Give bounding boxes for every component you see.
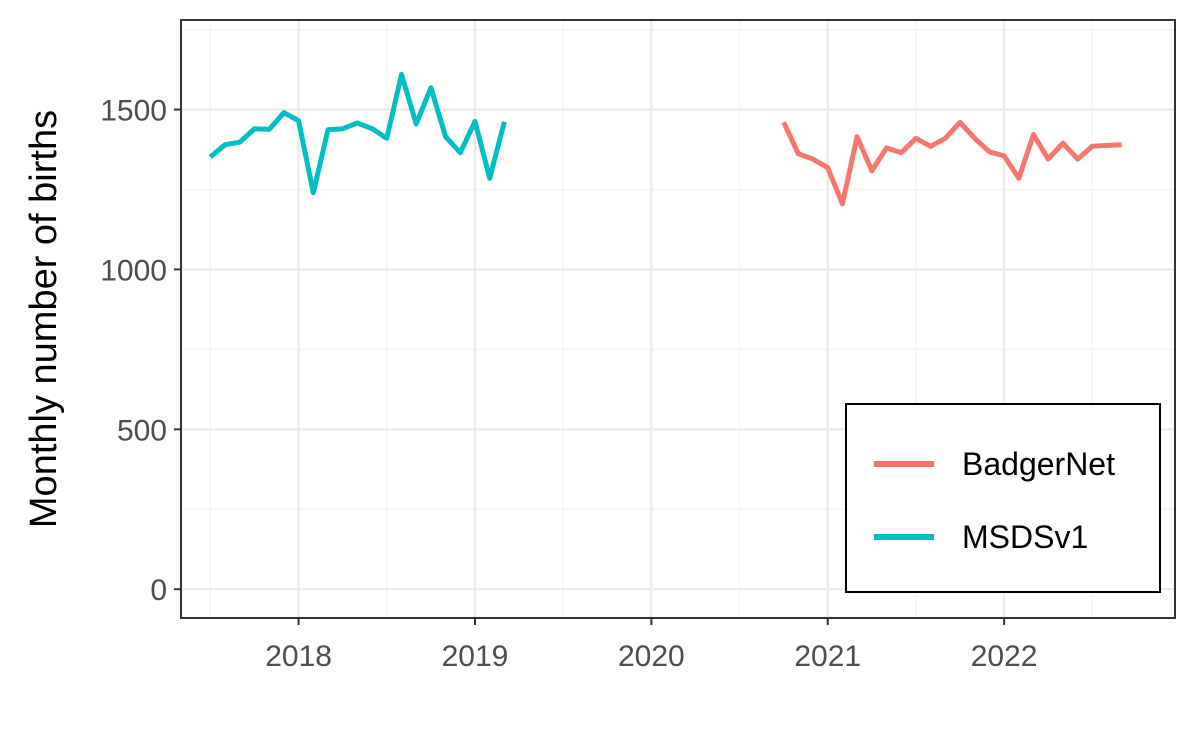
legend-label-badgernet: BadgerNet (962, 446, 1115, 482)
legend: BadgerNet MSDSv1 (845, 403, 1161, 593)
x-tick-label: 2022 (971, 640, 1038, 673)
y-tick-label: 0 (150, 574, 167, 607)
legend-label-msdsv1: MSDSv1 (962, 519, 1088, 555)
x-tick-label: 2019 (442, 640, 509, 673)
y-tick-label: 1000 (100, 254, 167, 287)
series-line-badgernet (781, 119, 1122, 207)
y-tick-label: 1500 (100, 95, 167, 128)
legend-box (845, 403, 1161, 593)
series-line-msdsv1 (208, 71, 507, 196)
x-axis: 2018 2019 2020 2021 2022 (265, 618, 1038, 673)
y-axis: 0 500 1000 1500 (100, 95, 181, 607)
series-lines (208, 71, 1122, 207)
panel-border (180, 19, 1176, 619)
x-tick-label: 2018 (265, 640, 332, 673)
y-tick-label: 500 (117, 414, 167, 447)
y-axis-title: Monthly number of births (23, 110, 65, 528)
x-tick-label: 2020 (618, 640, 685, 673)
x-tick-label: 2021 (794, 640, 861, 673)
